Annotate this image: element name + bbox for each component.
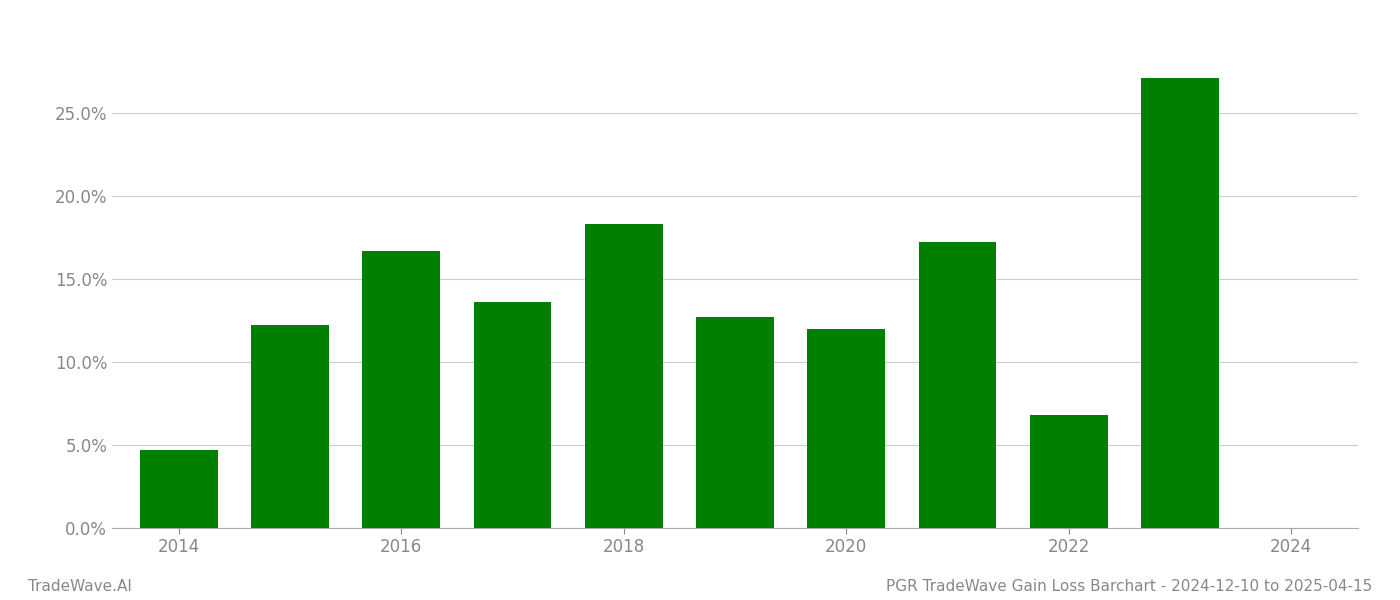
Bar	[918, 242, 997, 528]
Bar	[808, 329, 885, 528]
Bar	[473, 302, 552, 528]
Text: PGR TradeWave Gain Loss Barchart - 2024-12-10 to 2025-04-15: PGR TradeWave Gain Loss Barchart - 2024-…	[886, 579, 1372, 594]
Bar	[1141, 78, 1219, 528]
Bar	[140, 450, 217, 528]
Bar	[696, 317, 774, 528]
Text: TradeWave.AI: TradeWave.AI	[28, 579, 132, 594]
Bar	[251, 325, 329, 528]
Bar	[585, 224, 662, 528]
Bar	[1030, 415, 1107, 528]
Bar	[363, 251, 440, 528]
